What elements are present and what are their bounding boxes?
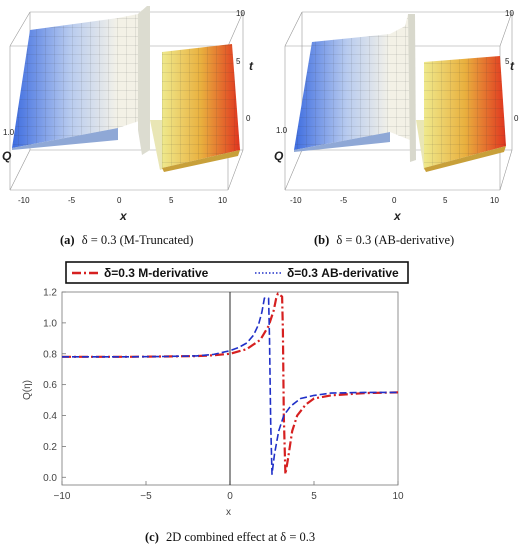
panel-b-x-tick: 0 xyxy=(392,196,397,205)
caption-a-tag: (a) xyxy=(60,233,75,247)
panel-b-t-ticks: 0 5 10 xyxy=(505,9,519,123)
caption-a: (a) δ = 0.3 (M-Truncated) xyxy=(60,233,193,247)
panel-a-x-tick: -10 xyxy=(18,196,30,205)
panel-b-x-label: x xyxy=(393,209,402,223)
y-tick-label: 0.0 xyxy=(43,473,57,484)
panel-a-x-tick: 10 xyxy=(218,196,227,205)
panel-a-x-tick: -5 xyxy=(68,196,76,205)
panel-b-t-label: t xyxy=(510,59,515,73)
caption-b-tag: (b) xyxy=(314,233,329,247)
x-tick-label: −10 xyxy=(54,491,71,502)
y-tick-label: 0.6 xyxy=(43,380,57,391)
panel-a-x-ticks: -10 -5 0 5 10 xyxy=(18,196,227,205)
panel-b-z-label: Q xyxy=(274,149,284,163)
x-tick-label: 10 xyxy=(392,491,404,502)
panel-a-z-label: Q xyxy=(2,149,12,163)
y-tick-label: 0.2 xyxy=(43,442,57,453)
y-tick-label: 0.4 xyxy=(43,411,57,422)
caption-c-tag: (c) xyxy=(145,530,159,544)
panel-a-t-ticks: 0 5 10 xyxy=(236,9,251,123)
y-tick-label: 0.8 xyxy=(43,349,57,360)
panel-c-line-chart: δ=0.3 M-derivative δ=0.3 AB-derivative −… xyxy=(22,261,409,518)
caption-c: (c) 2D combined effect at δ = 0.3 xyxy=(145,530,315,544)
panel-c-legend: δ=0.3 M-derivative δ=0.3 AB-derivative xyxy=(65,261,409,284)
legend-label-ab: δ=0.3 AB-derivative xyxy=(287,266,399,280)
panel-a-x-label: x xyxy=(119,209,128,223)
series-m-derivative-line xyxy=(62,292,399,476)
panel-a-t-tick: 0 xyxy=(246,114,251,123)
panel-b-x-tick: -10 xyxy=(290,196,302,205)
panel-b-z-tick: 1.0 xyxy=(276,126,288,135)
panel-a-t-label: t xyxy=(249,59,254,73)
panel-a-surface-plot: -10 -5 0 5 10 0 5 10 1.0 x t Q xyxy=(2,6,254,223)
panel-b-x-tick: -5 xyxy=(340,196,348,205)
panel-b-x-tick: 10 xyxy=(490,196,499,205)
panel-b-t-tick: 5 xyxy=(505,57,510,66)
y-tick-label: 1.0 xyxy=(43,318,57,329)
panel-c-x-label: x xyxy=(226,507,231,518)
panel-b-surface xyxy=(294,14,506,172)
panel-a-t-tick: 5 xyxy=(236,57,241,66)
panel-b-surface-plot: -10 -5 0 5 10 0 5 10 1.0 x t Q xyxy=(274,9,519,223)
x-tick-label: 0 xyxy=(227,491,233,502)
caption-c-text: 2D combined effect at δ = 0.3 xyxy=(166,530,315,544)
panel-c-ticks: −10 −5 0 5 10 0.0 0.2 0.4 0.6 0.8 1.0 1.2 xyxy=(43,288,404,503)
x-tick-label: −5 xyxy=(140,491,152,502)
panel-b-x-tick: 5 xyxy=(443,196,448,205)
series-ab-derivative-line xyxy=(62,297,398,476)
caption-b-text: δ = 0.3 (AB-derivative) xyxy=(336,233,454,247)
panel-a-x-tick: 5 xyxy=(169,196,174,205)
panel-a-z-tick: 1.0 xyxy=(3,128,15,137)
caption-a-text: δ = 0.3 (M-Truncated) xyxy=(82,233,194,247)
panel-b-t-tick: 10 xyxy=(505,9,514,18)
panel-b-t-tick: 0 xyxy=(514,114,519,123)
panel-a-t-tick: 10 xyxy=(236,9,245,18)
panel-a-surface xyxy=(12,6,240,172)
legend-label-m: δ=0.3 M-derivative xyxy=(104,266,209,280)
panel-b-x-ticks: -10 -5 0 5 10 xyxy=(290,196,499,205)
legend-frame xyxy=(65,261,409,284)
y-tick-label: 1.2 xyxy=(43,288,57,299)
panel-c-series xyxy=(62,292,399,476)
caption-b: (b) δ = 0.3 (AB-derivative) xyxy=(314,233,454,247)
x-tick-label: 5 xyxy=(311,491,317,502)
panel-a-x-tick: 0 xyxy=(117,196,122,205)
panel-c-y-label: Q(η) xyxy=(22,380,33,400)
